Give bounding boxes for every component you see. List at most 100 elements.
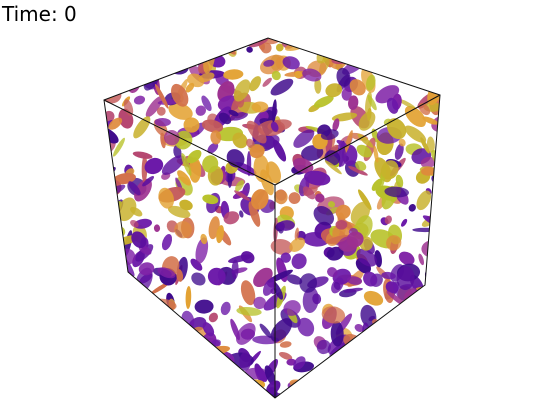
surface-blob (223, 211, 240, 225)
surface-blob (104, 74, 114, 95)
surface-blob (386, 235, 402, 251)
box-edge (103, 99, 276, 186)
surface-blob (418, 102, 431, 116)
surface-blob (145, 385, 160, 398)
surface-blob (414, 316, 433, 342)
surface-blob (406, 324, 425, 343)
surface-blob (304, 170, 331, 186)
surface-blob (232, 132, 248, 149)
surface-blob (191, 272, 206, 286)
surface-blob (202, 194, 219, 205)
surface-blob (239, 210, 244, 218)
surface-blob (398, 251, 415, 266)
surface-blob (270, 78, 294, 96)
surface-blob (176, 381, 186, 391)
surface-blob (409, 302, 417, 310)
surface-blob (166, 356, 186, 372)
surface-blob (271, 99, 277, 123)
surface-blob (140, 354, 154, 363)
bounding-box (103, 37, 441, 399)
surface-blob (314, 78, 322, 94)
surface-blob (416, 190, 432, 211)
surface-blob (208, 312, 219, 323)
surface-blob (104, 372, 111, 389)
surface-blob (265, 161, 282, 184)
surface-blob (231, 259, 239, 280)
surface-blob (420, 137, 430, 154)
surface-blob (130, 325, 150, 336)
surface-blob (346, 231, 364, 248)
surface-blob (356, 248, 377, 267)
surface-blob (147, 325, 159, 338)
surface-blob (408, 204, 416, 212)
surface-blob (262, 77, 272, 87)
box-outline (103, 37, 441, 399)
surface-blob (348, 166, 368, 176)
surface-blob (156, 106, 166, 116)
surface-blob (109, 344, 131, 354)
surface-blob (345, 38, 367, 55)
surface-blob (133, 95, 146, 105)
surface-blob (313, 95, 334, 108)
surface-blob (423, 333, 438, 352)
surface-blob (428, 261, 438, 272)
surface-blob (125, 358, 138, 371)
surface-blob (411, 48, 426, 69)
surface-blob (254, 365, 268, 382)
surface-blob (165, 41, 182, 53)
surface-blob (104, 366, 115, 372)
surface-blob (97, 272, 103, 280)
surface-blob (347, 378, 360, 391)
surface-blob (248, 201, 261, 227)
surface-blob (183, 117, 200, 133)
surface-blob (286, 274, 303, 285)
surface-blob (251, 101, 269, 113)
surface-blob (413, 377, 438, 392)
surface-blob (387, 118, 407, 140)
surface-blob (325, 83, 343, 98)
surface-blob (393, 326, 414, 340)
surface-blob (327, 267, 338, 278)
surface-blob (275, 43, 284, 52)
surface-blob (130, 219, 139, 228)
surface-blob (233, 79, 251, 102)
surface-blob (354, 45, 370, 53)
surface-blob (324, 367, 344, 380)
surface-blob (346, 276, 363, 285)
surface-blob (128, 365, 147, 377)
surface-blob (168, 102, 193, 120)
surface-blob (414, 322, 423, 332)
surface-blob (321, 306, 346, 324)
surface-blob (381, 359, 400, 378)
surface-blob (157, 267, 176, 279)
surface-blob (200, 233, 208, 245)
surface-blob (178, 388, 191, 398)
surface-blob (415, 329, 440, 343)
surface-blob (349, 79, 366, 96)
surface-blob (433, 38, 440, 42)
surface-blob (332, 118, 340, 132)
surface-blob (386, 389, 394, 394)
surface-blob (277, 220, 295, 231)
surface-blob (293, 356, 306, 370)
surface-blob (282, 56, 300, 70)
surface-blob (192, 382, 206, 396)
surface-blob (422, 116, 439, 125)
surface-blob (104, 376, 112, 393)
surface-blob (201, 95, 212, 112)
surface-blob (418, 253, 425, 266)
surface-blob (157, 39, 172, 62)
surface-blob (425, 69, 438, 83)
surface-blob (143, 69, 151, 76)
surface-blob (396, 266, 415, 291)
surface-blob (327, 201, 336, 208)
surface-blob (338, 370, 352, 385)
surface-blob (360, 304, 377, 328)
surface-blob (104, 241, 110, 249)
surface-blob (216, 225, 225, 244)
surface-blob (239, 352, 251, 371)
surface-blob (398, 138, 406, 147)
surface-blob (378, 355, 393, 377)
surface-blob (223, 69, 244, 80)
